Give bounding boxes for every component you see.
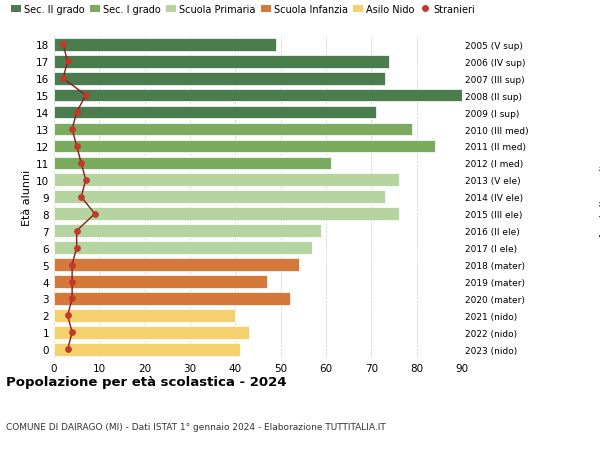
Point [63,58,73,66]
Point [72,245,82,252]
Point [72,143,82,150]
Point [63,346,73,353]
Point [72,109,82,117]
Text: COMUNE DI DAIRAGO (MI) - Dati ISTAT 1° gennaio 2024 - Elaborazione TUTTITALIA.IT: COMUNE DI DAIRAGO (MI) - Dati ISTAT 1° g… [6,422,386,431]
Point [67,295,77,302]
Bar [54,309,235,322]
Bar [54,90,467,102]
Bar [54,106,376,119]
Point [81,92,91,100]
Bar [54,225,322,237]
Bar [54,292,290,305]
Point [58,41,68,49]
Bar [54,157,331,170]
Bar [54,242,313,254]
Bar [54,275,267,288]
Bar [54,140,435,153]
Bar [54,39,276,51]
Y-axis label: Età alunni: Età alunni [22,169,32,225]
Legend: Sec. II grado, Sec. I grado, Scuola Primaria, Scuola Infanzia, Asilo Nido, Stran: Sec. II grado, Sec. I grado, Scuola Prim… [11,5,475,15]
Bar [54,73,385,85]
Point [63,312,73,319]
Bar [54,208,398,221]
Point [72,228,82,235]
Point [67,329,77,336]
Bar [54,174,398,187]
Bar [54,191,385,204]
Text: Popolazione per età scolastica - 2024: Popolazione per età scolastica - 2024 [6,375,287,388]
Point [67,261,77,269]
Bar [54,326,249,339]
Bar [54,343,240,356]
Point [90,211,100,218]
Bar [54,259,299,271]
Point [67,278,77,285]
Point [67,126,77,134]
Point [76,194,86,201]
Bar [54,56,389,68]
Point [81,177,91,184]
Point [76,160,86,167]
Bar [54,123,412,136]
Point [58,75,68,83]
